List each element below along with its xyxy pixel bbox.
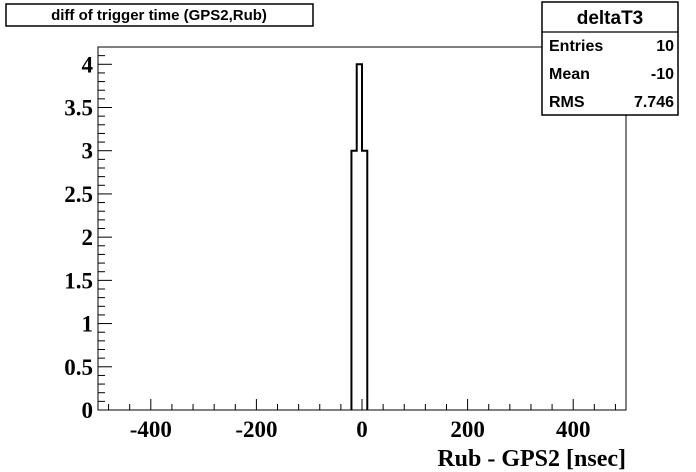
y-tick-label: 4 <box>82 52 94 77</box>
histogram-outline <box>350 63 369 410</box>
stats-entries-label: Entries <box>549 38 603 55</box>
x-tick-label: 200 <box>450 417 485 442</box>
x-tick-label: -200 <box>235 417 277 442</box>
stats-mean-label: Mean <box>549 66 590 83</box>
y-tick-label: 0 <box>82 398 94 423</box>
stats-rms-value: 7.746 <box>634 94 674 111</box>
y-tick-label: 2.5 <box>64 182 93 207</box>
x-tick-label: -400 <box>130 417 172 442</box>
stats-box: deltaT3 Entries 10 Mean -10 RMS 7.746 <box>541 1 679 116</box>
stats-rms-label: RMS <box>549 94 585 111</box>
y-tick-label: 3.5 <box>64 96 93 121</box>
x-axis: -400 -200 0 200 400 <box>108 399 616 442</box>
y-axis: 0 0.5 1 1.5 2 2.5 3 3.5 4 <box>64 46 112 423</box>
chart-title: diff of trigger time (GPS2,Rub) <box>51 7 267 24</box>
y-tick-label: 1.5 <box>64 268 93 293</box>
x-tick-label: 0 <box>356 417 368 442</box>
y-tick-label: 0.5 <box>64 355 93 380</box>
y-tick-label: 2 <box>82 225 94 250</box>
x-tick-label: 400 <box>556 417 591 442</box>
y-tick-label: 3 <box>82 139 94 164</box>
histogram-bars <box>350 63 369 410</box>
x-axis-label: Rub - GPS2 [nsec] <box>437 446 626 472</box>
stats-histogram-name: deltaT3 <box>577 8 644 29</box>
stats-mean-value: -10 <box>651 66 674 83</box>
stats-entries-value: 10 <box>656 38 674 55</box>
y-tick-label: 1 <box>82 312 94 337</box>
title-box: diff of trigger time (GPS2,Rub) <box>5 3 314 27</box>
